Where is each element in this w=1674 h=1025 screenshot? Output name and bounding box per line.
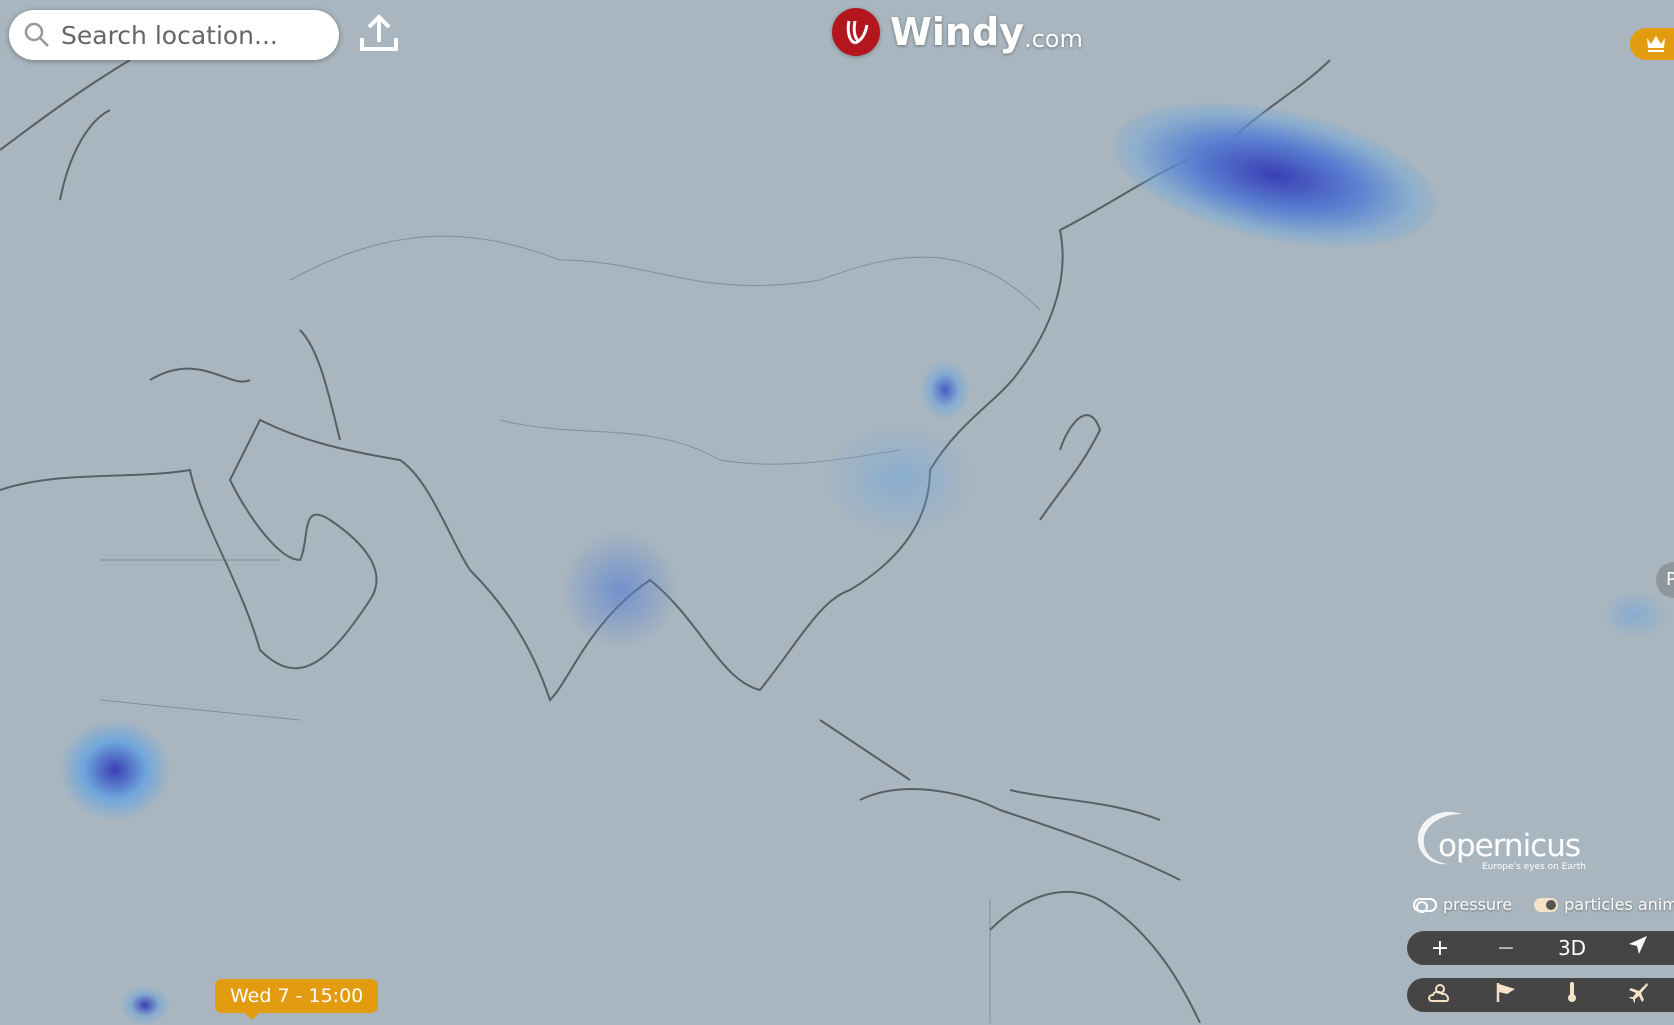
rain-area bbox=[820, 420, 980, 540]
temperature-button[interactable] bbox=[1539, 981, 1605, 1009]
brand-name: Windy bbox=[890, 10, 1024, 54]
rain-area bbox=[1600, 590, 1670, 640]
location-arrow-icon bbox=[1629, 936, 1647, 954]
upload-icon[interactable] bbox=[358, 12, 400, 54]
map-controls: + − 3D bbox=[1407, 931, 1674, 965]
search-box[interactable]: Search location... bbox=[9, 10, 339, 60]
zoom-out-button[interactable]: − bbox=[1496, 935, 1516, 961]
premium-button[interactable] bbox=[1630, 28, 1674, 60]
locate-button[interactable] bbox=[1605, 935, 1671, 961]
thermometer-icon bbox=[1568, 982, 1576, 1002]
particles-toggle[interactable]: particles animation bbox=[1534, 895, 1674, 914]
windsock-icon bbox=[1496, 983, 1515, 1002]
wind-button[interactable] bbox=[1473, 981, 1539, 1009]
rain-area bbox=[60, 720, 170, 820]
brand-suffix: .com bbox=[1023, 25, 1083, 53]
weather-button[interactable] bbox=[1407, 981, 1473, 1009]
zoom-in-button[interactable]: + bbox=[1430, 935, 1450, 961]
pressure-toggle[interactable]: pressure bbox=[1413, 895, 1512, 914]
rain-area bbox=[120, 985, 170, 1025]
side-panel-tab[interactable]: P bbox=[1656, 562, 1674, 598]
weather-cloud-sun-icon bbox=[1428, 984, 1450, 1002]
windy-logo[interactable]: Windy .com bbox=[832, 8, 1083, 56]
windy-logo-icon bbox=[832, 8, 880, 56]
toggle-switch[interactable] bbox=[1413, 897, 1437, 913]
timeline-current-time[interactable]: Wed 7 - 15:00 bbox=[215, 979, 379, 1020]
airplane-icon bbox=[1629, 983, 1648, 1003]
search-input[interactable]: Search location... bbox=[61, 20, 278, 50]
rain-area bbox=[560, 530, 680, 650]
search-icon bbox=[24, 22, 49, 47]
crown-icon bbox=[1647, 36, 1665, 52]
copernicus-logo: opernicus Europe's eyes on Earth bbox=[1412, 808, 1592, 872]
rain-area bbox=[920, 360, 970, 420]
flights-button[interactable] bbox=[1605, 981, 1671, 1009]
overlay-toggles: pressure particles animation bbox=[1413, 895, 1674, 914]
3d-button[interactable]: 3D bbox=[1557, 936, 1587, 960]
toggle-switch[interactable] bbox=[1534, 897, 1559, 912]
layer-buttons bbox=[1407, 978, 1674, 1012]
